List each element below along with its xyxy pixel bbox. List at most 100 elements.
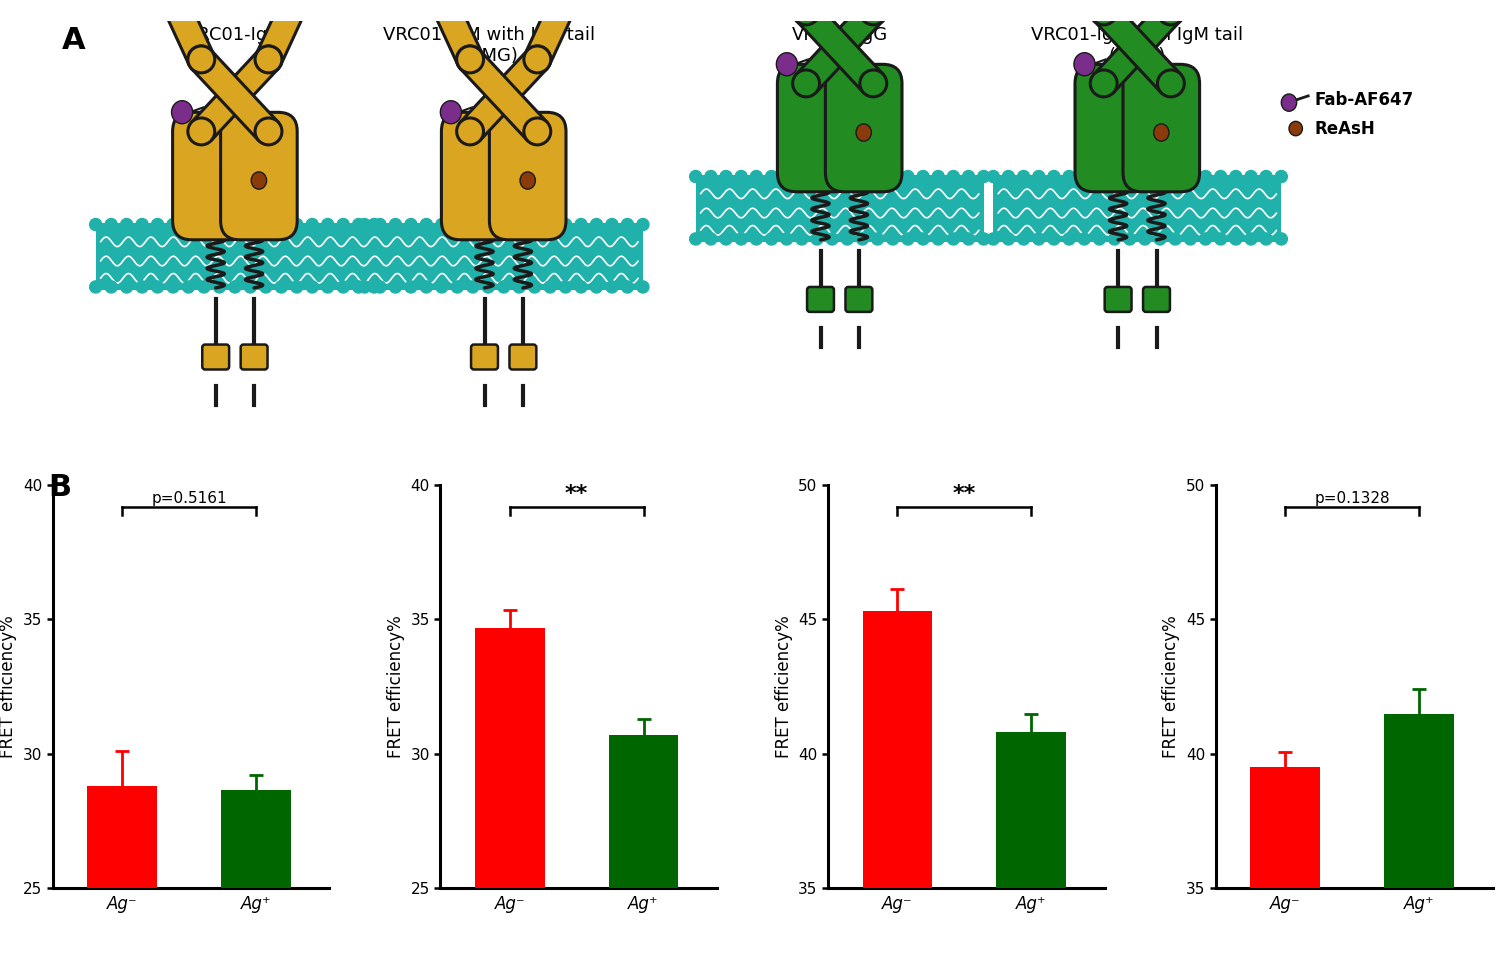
Ellipse shape: [436, 281, 448, 293]
Ellipse shape: [1185, 233, 1197, 245]
Ellipse shape: [574, 219, 586, 230]
Ellipse shape: [1094, 233, 1106, 245]
Ellipse shape: [352, 281, 364, 293]
Ellipse shape: [374, 281, 386, 293]
FancyBboxPatch shape: [202, 345, 229, 370]
Ellipse shape: [213, 281, 225, 293]
Text: A: A: [62, 26, 86, 54]
Ellipse shape: [1090, 0, 1118, 25]
Polygon shape: [192, 51, 279, 140]
Bar: [993, 175, 1281, 242]
Bar: [220, 790, 291, 888]
Ellipse shape: [390, 281, 402, 293]
Ellipse shape: [1245, 171, 1257, 182]
Polygon shape: [460, 51, 548, 140]
Ellipse shape: [1281, 94, 1296, 112]
Ellipse shape: [591, 219, 603, 230]
Ellipse shape: [198, 281, 210, 293]
Polygon shape: [160, 0, 213, 65]
Ellipse shape: [705, 233, 717, 245]
Ellipse shape: [466, 219, 478, 230]
Ellipse shape: [427, 0, 454, 11]
Ellipse shape: [528, 219, 540, 230]
Ellipse shape: [978, 171, 990, 182]
Ellipse shape: [765, 171, 777, 182]
Ellipse shape: [152, 281, 164, 293]
Ellipse shape: [524, 46, 550, 73]
Ellipse shape: [358, 281, 370, 293]
Bar: [476, 627, 544, 888]
FancyBboxPatch shape: [240, 345, 267, 370]
Ellipse shape: [932, 171, 945, 182]
Ellipse shape: [544, 219, 556, 230]
Ellipse shape: [338, 281, 350, 293]
FancyBboxPatch shape: [1104, 286, 1131, 312]
Ellipse shape: [705, 171, 717, 182]
Ellipse shape: [812, 233, 824, 245]
Ellipse shape: [513, 219, 525, 230]
Ellipse shape: [621, 281, 633, 293]
Ellipse shape: [1002, 171, 1014, 182]
Ellipse shape: [1154, 233, 1166, 245]
Ellipse shape: [1032, 233, 1046, 245]
Polygon shape: [1094, 2, 1180, 93]
Ellipse shape: [859, 70, 886, 96]
Ellipse shape: [405, 281, 417, 293]
Ellipse shape: [420, 219, 432, 230]
Ellipse shape: [166, 219, 178, 230]
Ellipse shape: [1124, 233, 1136, 245]
Ellipse shape: [90, 281, 102, 293]
FancyBboxPatch shape: [846, 286, 873, 312]
Ellipse shape: [482, 219, 495, 230]
Ellipse shape: [198, 219, 210, 230]
Ellipse shape: [1168, 171, 1180, 182]
Ellipse shape: [1002, 233, 1014, 245]
Ellipse shape: [574, 281, 586, 293]
Ellipse shape: [796, 233, 808, 245]
Ellipse shape: [456, 46, 483, 73]
Ellipse shape: [1275, 171, 1287, 182]
Ellipse shape: [405, 219, 417, 230]
Ellipse shape: [255, 118, 282, 145]
Ellipse shape: [987, 171, 999, 182]
Text: ReAsH: ReAsH: [1316, 119, 1376, 138]
Ellipse shape: [498, 219, 510, 230]
Text: VRC01-IgM with IgG tail
(MMG): VRC01-IgM with IgG tail (MMG): [382, 26, 596, 65]
Polygon shape: [256, 0, 309, 65]
Ellipse shape: [735, 233, 747, 245]
Ellipse shape: [963, 171, 975, 182]
Ellipse shape: [690, 233, 702, 245]
Y-axis label: FRET efficiency%: FRET efficiency%: [774, 615, 792, 758]
Ellipse shape: [963, 233, 975, 245]
Ellipse shape: [374, 219, 386, 230]
Ellipse shape: [606, 219, 618, 230]
Ellipse shape: [780, 233, 792, 245]
Ellipse shape: [1108, 233, 1120, 245]
Ellipse shape: [306, 219, 318, 230]
Ellipse shape: [159, 0, 186, 11]
FancyBboxPatch shape: [220, 113, 297, 240]
Ellipse shape: [842, 171, 854, 182]
Ellipse shape: [916, 233, 928, 245]
Ellipse shape: [792, 0, 819, 25]
Ellipse shape: [792, 0, 819, 25]
Ellipse shape: [352, 219, 364, 230]
Ellipse shape: [188, 46, 214, 73]
Ellipse shape: [720, 171, 732, 182]
Ellipse shape: [871, 171, 883, 182]
Ellipse shape: [284, 0, 310, 11]
Ellipse shape: [765, 233, 777, 245]
Ellipse shape: [886, 171, 898, 182]
Polygon shape: [765, 0, 819, 17]
Ellipse shape: [1215, 171, 1227, 182]
Ellipse shape: [524, 118, 550, 145]
Ellipse shape: [1048, 233, 1060, 245]
Ellipse shape: [152, 219, 164, 230]
Ellipse shape: [1090, 0, 1118, 25]
Ellipse shape: [842, 233, 854, 245]
Ellipse shape: [750, 233, 762, 245]
Ellipse shape: [368, 219, 380, 230]
Polygon shape: [286, 0, 362, 5]
Ellipse shape: [321, 219, 333, 230]
Ellipse shape: [1032, 171, 1046, 182]
